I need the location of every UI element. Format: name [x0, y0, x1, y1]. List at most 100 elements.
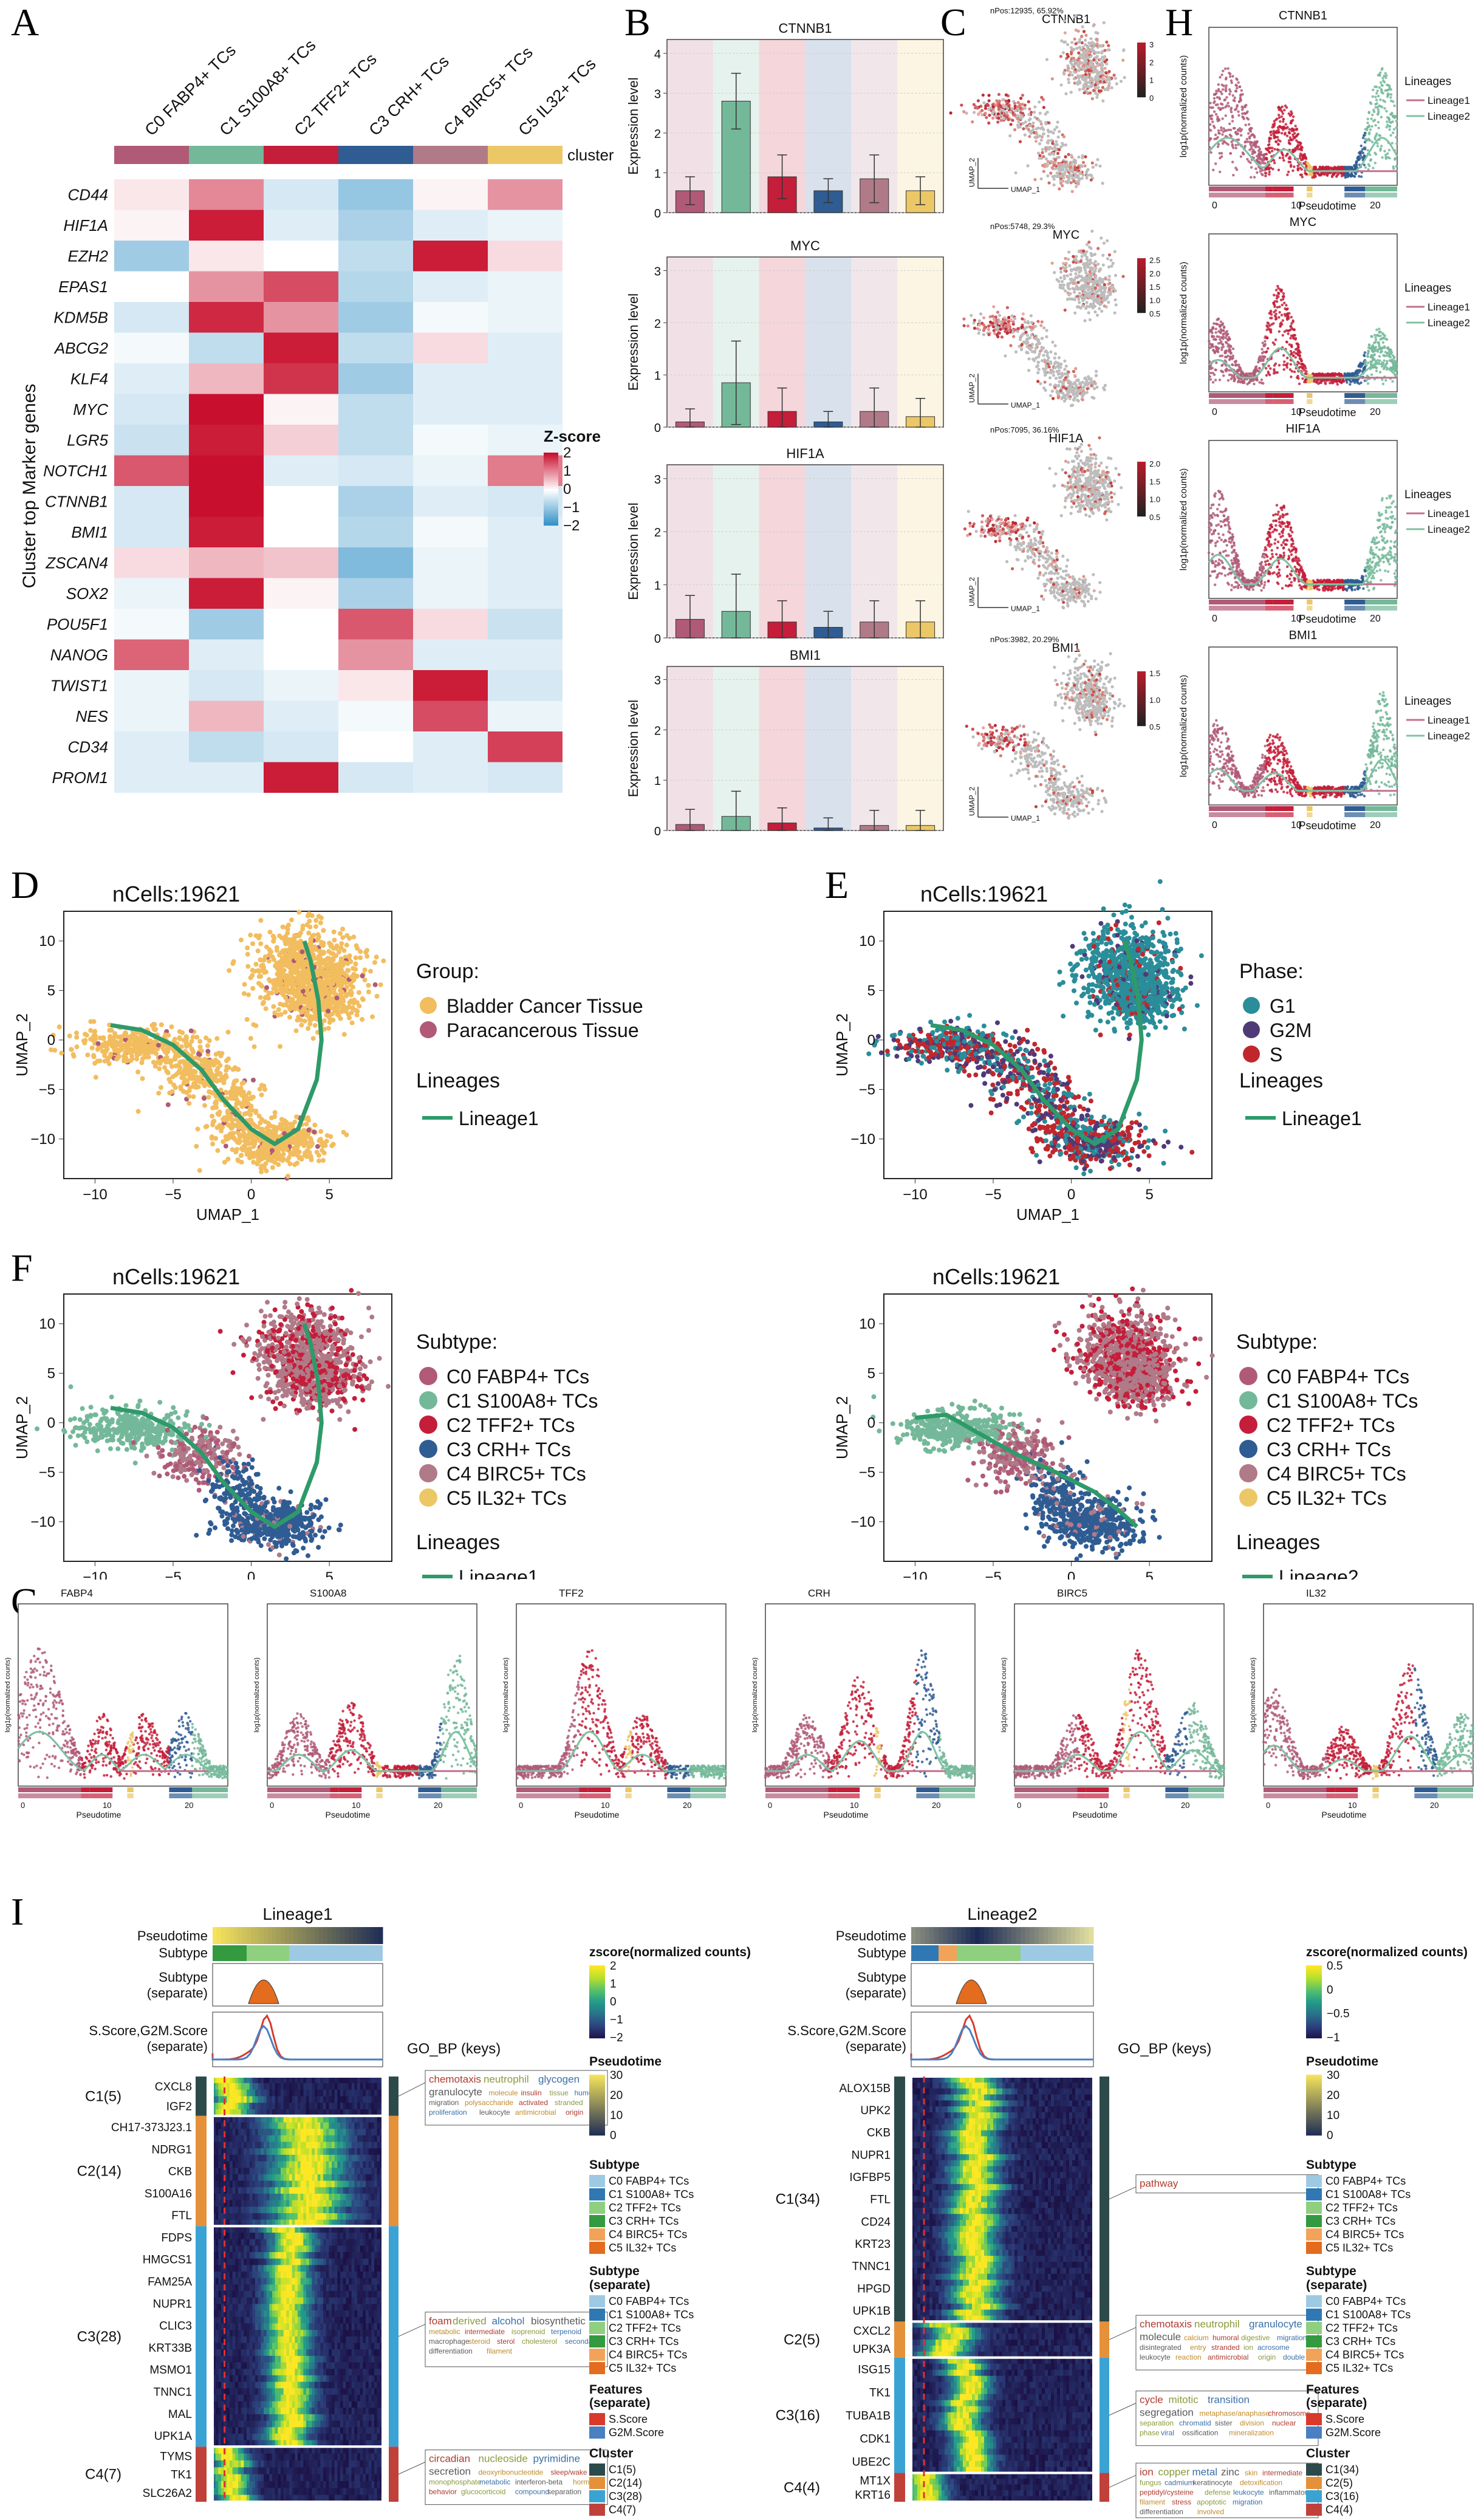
feature-point [1104, 277, 1107, 281]
feature-point [1093, 381, 1096, 385]
feature-point [1067, 169, 1072, 173]
heatmap-cell [488, 609, 563, 640]
trend-point [1330, 175, 1334, 179]
trend-point [1392, 165, 1395, 168]
feature-point [1075, 804, 1079, 809]
feature-point [1038, 555, 1041, 558]
feature-point [1052, 750, 1056, 753]
feature-point [1015, 558, 1019, 561]
feature-point [1112, 492, 1117, 496]
panel-label-i: I [11, 1889, 24, 1934]
feature-point [1038, 156, 1041, 160]
feature-point [1059, 587, 1062, 591]
feature-point [1065, 488, 1069, 491]
feature-point [966, 510, 970, 513]
feature-point [1036, 360, 1040, 364]
feature-point [1080, 587, 1084, 591]
feature-point [1107, 253, 1112, 257]
feature-point [1049, 772, 1053, 775]
feature-point [1087, 684, 1090, 688]
feature-point [1092, 484, 1096, 488]
feature-point [1100, 44, 1103, 48]
feature-point [1070, 781, 1075, 784]
feature-point [1019, 762, 1023, 765]
feature-point [1025, 126, 1028, 130]
feature-point [1093, 259, 1097, 264]
trend-point [1219, 102, 1223, 106]
feature-point [1052, 791, 1056, 795]
heatmap-cell [338, 578, 413, 609]
feature-point [1085, 256, 1089, 259]
feature-point [1010, 314, 1014, 318]
feature-point [1041, 151, 1044, 154]
feature-point [1095, 668, 1100, 672]
feature-point [1032, 730, 1036, 734]
heatmap-cell [413, 271, 488, 302]
feature-point [998, 539, 1002, 543]
heatmap-cell [264, 210, 338, 241]
feature-point [1081, 691, 1086, 695]
feature-point [1084, 797, 1088, 801]
trend-point [1286, 173, 1289, 176]
feature-point [1044, 388, 1047, 392]
feature-point [1084, 60, 1088, 63]
feature-point [1068, 575, 1072, 579]
heatmap-cell [338, 332, 413, 363]
feature-point [1089, 719, 1093, 723]
feature-npos: nPos:3982, 20.29% [990, 635, 1059, 644]
feature-point [1067, 807, 1070, 812]
feature-point [1086, 504, 1089, 507]
scale-strip [1137, 465, 1146, 468]
feature-point [1072, 282, 1075, 286]
feature-point [1106, 239, 1109, 242]
feature-point [1048, 383, 1052, 386]
heatmap-cell [413, 731, 488, 762]
feature-point [1068, 590, 1072, 594]
feature-point [1074, 476, 1078, 479]
feature-point [1090, 395, 1094, 399]
gene-label: KLF4 [70, 369, 108, 388]
panel-label-d: D [11, 863, 39, 908]
feature-point [1028, 117, 1032, 121]
feature-point [1055, 581, 1059, 584]
feature-point [1052, 761, 1056, 764]
feature-point [1088, 515, 1092, 518]
scale-strip [1137, 81, 1146, 83]
trend-point [1295, 134, 1298, 138]
feature-point [1001, 109, 1005, 112]
feature-point [970, 313, 973, 317]
feature-point [1001, 742, 1005, 745]
feature-point [1023, 741, 1027, 744]
trend-point [1230, 108, 1233, 111]
feature-point [1098, 164, 1102, 168]
feature-point [1102, 241, 1106, 245]
legend-gradient-strip [544, 482, 558, 484]
heatmap-cell [114, 363, 189, 394]
feature-point [996, 100, 1000, 103]
legend-gradient-strip [544, 471, 558, 473]
trend-point [1295, 128, 1298, 131]
trend-point [1372, 110, 1376, 114]
feature-point [1014, 527, 1018, 530]
feature-point [977, 319, 982, 323]
feature-point [1069, 790, 1073, 795]
feature-point [1083, 266, 1087, 270]
trend-point [1231, 114, 1234, 118]
feature-point [1089, 279, 1093, 282]
trend-point [1228, 75, 1232, 78]
feature-point [1050, 577, 1053, 581]
feature-point [1040, 95, 1044, 99]
trend-point [1219, 107, 1222, 110]
scale-strip [1137, 46, 1146, 49]
feature-point [1005, 560, 1009, 564]
feature-point [1101, 253, 1105, 257]
legend-gradient-strip [544, 504, 558, 506]
feature-point [968, 532, 972, 536]
feature-point [1008, 731, 1011, 735]
feature-point [1069, 479, 1072, 483]
heatmap-cell [264, 578, 338, 609]
trend-point [1248, 137, 1251, 140]
feature-point [1067, 817, 1070, 820]
trend-point [1220, 126, 1223, 129]
feature-point [1055, 389, 1059, 393]
